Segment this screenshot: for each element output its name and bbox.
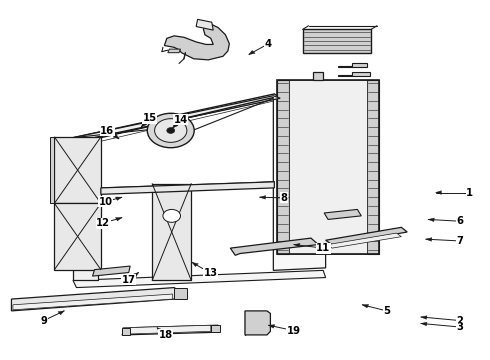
Text: 3: 3 <box>457 322 464 332</box>
Polygon shape <box>54 137 101 203</box>
Circle shape <box>155 119 187 142</box>
Polygon shape <box>230 238 318 255</box>
Polygon shape <box>73 138 98 280</box>
Polygon shape <box>249 50 255 54</box>
Polygon shape <box>142 122 147 127</box>
Polygon shape <box>123 325 211 334</box>
Text: 13: 13 <box>204 268 218 278</box>
Polygon shape <box>273 98 326 270</box>
Polygon shape <box>245 311 270 335</box>
Polygon shape <box>211 325 220 332</box>
Polygon shape <box>289 80 367 253</box>
Polygon shape <box>362 305 368 308</box>
Text: 18: 18 <box>159 330 173 340</box>
Polygon shape <box>122 328 130 335</box>
Polygon shape <box>324 210 361 220</box>
Text: 10: 10 <box>99 197 113 207</box>
Polygon shape <box>314 72 323 80</box>
Polygon shape <box>11 288 184 311</box>
Circle shape <box>167 128 174 134</box>
Text: 4: 4 <box>265 39 272 49</box>
Text: 5: 5 <box>383 306 390 316</box>
Polygon shape <box>116 197 122 201</box>
Polygon shape <box>73 94 280 141</box>
Polygon shape <box>428 218 434 221</box>
Polygon shape <box>101 182 274 194</box>
Text: 11: 11 <box>316 243 330 253</box>
Polygon shape <box>54 203 101 270</box>
Polygon shape <box>192 262 198 266</box>
Text: 9: 9 <box>40 316 47 325</box>
Circle shape <box>163 210 180 222</box>
Polygon shape <box>157 328 163 332</box>
Polygon shape <box>152 184 191 280</box>
Polygon shape <box>338 63 367 67</box>
Polygon shape <box>277 80 289 253</box>
Text: 17: 17 <box>122 275 136 285</box>
Polygon shape <box>58 311 64 315</box>
Text: 6: 6 <box>457 216 464 226</box>
Polygon shape <box>303 30 371 53</box>
Polygon shape <box>367 80 379 253</box>
Polygon shape <box>168 49 180 53</box>
Polygon shape <box>328 233 401 248</box>
Polygon shape <box>196 19 213 30</box>
Text: 7: 7 <box>457 236 464 246</box>
Text: 2: 2 <box>457 316 464 325</box>
Polygon shape <box>172 123 178 128</box>
Polygon shape <box>73 96 280 140</box>
Polygon shape <box>421 322 427 326</box>
Polygon shape <box>73 270 326 288</box>
Polygon shape <box>260 195 266 199</box>
Polygon shape <box>49 137 54 203</box>
Polygon shape <box>133 273 139 277</box>
Text: 8: 8 <box>281 193 288 203</box>
Polygon shape <box>436 191 441 194</box>
Text: 12: 12 <box>97 218 110 228</box>
Polygon shape <box>122 325 218 335</box>
Polygon shape <box>294 243 300 247</box>
Polygon shape <box>164 24 229 60</box>
Polygon shape <box>426 238 432 241</box>
Polygon shape <box>338 72 369 76</box>
Text: 19: 19 <box>287 325 301 336</box>
Circle shape <box>147 113 194 148</box>
Text: 1: 1 <box>466 188 473 198</box>
Polygon shape <box>116 217 122 221</box>
Polygon shape <box>174 288 187 299</box>
Text: 14: 14 <box>173 115 188 125</box>
Polygon shape <box>326 227 407 245</box>
Text: 15: 15 <box>143 113 157 123</box>
Polygon shape <box>269 325 275 328</box>
Polygon shape <box>93 266 130 276</box>
Polygon shape <box>421 316 427 319</box>
Polygon shape <box>13 294 172 310</box>
Polygon shape <box>113 135 119 139</box>
Text: 16: 16 <box>100 126 114 135</box>
